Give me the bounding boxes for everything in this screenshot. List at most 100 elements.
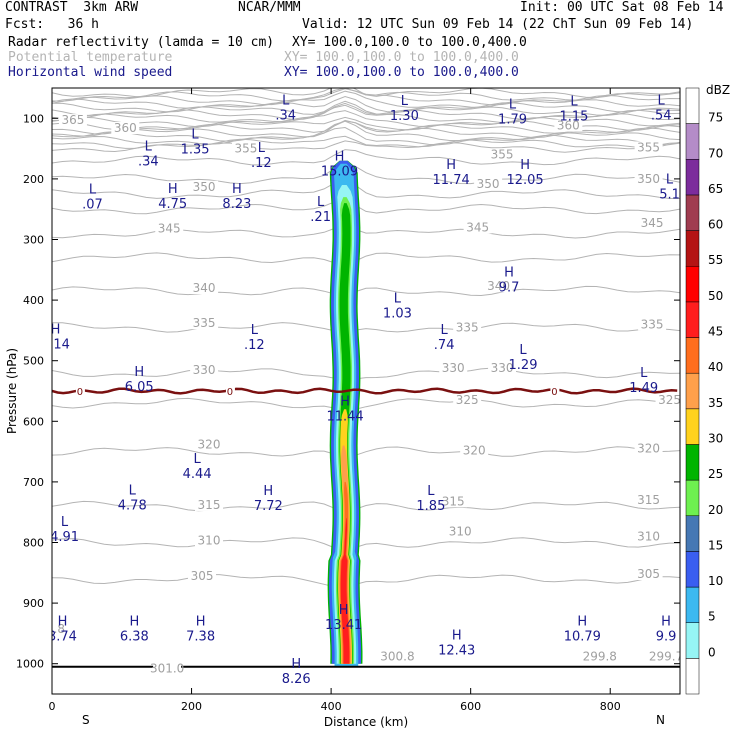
- theta-label-bg: [153, 662, 182, 675]
- colorbar-level-label: 50: [708, 289, 723, 303]
- theta-label: 310: [449, 525, 472, 539]
- wind-extremum-value: .21: [310, 210, 331, 225]
- theta-label: 335: [641, 317, 664, 331]
- theta-label-bg: [188, 569, 217, 582]
- title-left: CONTRAST 3km ARW: [5, 0, 139, 15]
- isentrope-line: [52, 225, 680, 239]
- colorbar-level-label: 30: [708, 431, 723, 445]
- wind-extremum-value: 1.85: [416, 499, 445, 514]
- colorbar-cap: [685, 87, 700, 124]
- reflectivity-band: [340, 518, 350, 664]
- theta-label-bg: [155, 222, 184, 235]
- wind-extremum-value: 1.35: [181, 142, 210, 157]
- theta-label: 345: [466, 220, 489, 234]
- theta-label: 315: [198, 498, 221, 512]
- theta-label: 340: [487, 279, 510, 293]
- theta-label-bg: [634, 494, 663, 507]
- wind-extremum-type: L: [194, 452, 202, 467]
- colorbar-swatch: [685, 444, 700, 481]
- wind-extremum-type: H: [129, 615, 139, 630]
- wind-extremum-value: 10.79: [564, 630, 601, 645]
- theta-label-bg: [474, 177, 503, 190]
- wind-extremum-type: H: [51, 322, 61, 337]
- theta-label-bg: [58, 114, 87, 127]
- wind-extremum-type: H: [196, 615, 206, 630]
- wind-extremum-type: L: [145, 139, 153, 154]
- y-axis-label: Pressure (hPa): [5, 348, 19, 434]
- theta-label: 350: [637, 172, 660, 186]
- isentrope-line: [52, 285, 680, 297]
- isentrope-line: [52, 446, 680, 458]
- theta-label-bg: [190, 363, 219, 376]
- wind-extremum-type: H: [291, 657, 301, 672]
- wind-extremum-type: H: [504, 265, 514, 280]
- x-tick-label: 0: [49, 700, 56, 713]
- isentrope-line: [52, 397, 680, 411]
- colorbar-level-label: 10: [708, 574, 723, 588]
- theta-label-bg: [634, 530, 663, 543]
- freezing-level-label: 0: [227, 387, 233, 398]
- isentrope-line: [52, 102, 680, 120]
- colorbar: 0 5 10 15 20 25 30 35 40 45 50 55 60 65 70 75: [685, 87, 723, 695]
- colorbar-level-label: 70: [708, 146, 723, 160]
- isentrope-line: [52, 199, 680, 215]
- freezing-level-label: 0: [77, 387, 83, 398]
- wind-extremum-value: 4.91: [50, 530, 79, 545]
- theta-label-bg: [634, 442, 663, 455]
- freezing-level-line: [52, 387, 678, 395]
- isentrope-line: [52, 90, 680, 109]
- theta-label: 350: [477, 177, 500, 191]
- isentrope-line: [52, 574, 680, 588]
- theta-label: 355: [235, 142, 258, 156]
- wind-extremum-type: L: [89, 182, 97, 197]
- wind-extremum-value: 15.09: [321, 165, 358, 180]
- theta-label-bg: [655, 394, 680, 407]
- field-reflectivity: Radar reflectivity (lamda = 10 cm): [8, 35, 275, 50]
- theta-label-bg: [638, 318, 667, 331]
- isentrope-line: [52, 367, 680, 381]
- wind-extremum-value: 8.26: [282, 672, 311, 687]
- plot-area: 0 0 0 365 360 360 355 355 355 350 350 350 345 345 345 3…: [50, 88, 680, 687]
- colorbar-unit: dBZ: [706, 83, 730, 97]
- wind-extremum-value: 4.78: [118, 499, 147, 514]
- colorbar-swatch: [685, 515, 700, 552]
- wind-extremum-value: 11.44: [326, 410, 363, 425]
- isentrope-line: [52, 140, 680, 153]
- wind-extremum-value: 1.79: [498, 113, 527, 128]
- theta-label-bg: [463, 221, 492, 234]
- isentrope-line: [52, 149, 680, 166]
- wind-extremum-type: L: [394, 292, 402, 307]
- theta-label-bg: [195, 498, 223, 511]
- colorbar-swatch: [685, 159, 700, 196]
- wind-extremum-type: L: [191, 127, 199, 142]
- isentrope-line: [52, 500, 680, 512]
- colorbar-level-label: 75: [708, 111, 723, 125]
- wind-extremum-value: .74: [434, 338, 455, 353]
- isentrope-line: [52, 163, 680, 185]
- plot-frame: [51, 87, 681, 695]
- wind-extremum-type: H: [263, 484, 273, 499]
- colorbar-swatch: [685, 337, 700, 374]
- theta-label-bg: [195, 438, 223, 451]
- colorbar-swatch: [685, 265, 700, 303]
- wind-extremum-value: 12.43: [438, 643, 475, 658]
- wind-extremum-type: H: [134, 365, 144, 380]
- theta-label: 325: [456, 393, 479, 407]
- field-potential-temperature: Potential temperature: [8, 50, 173, 65]
- theta-label-bg: [439, 362, 468, 375]
- colorbar-swatch: [685, 551, 700, 588]
- x-tick-label: 200: [181, 700, 202, 713]
- theta-label: 345: [641, 216, 664, 230]
- theta-label: 305: [191, 569, 214, 583]
- colorbar-level-label: 65: [708, 182, 723, 196]
- isentrope-line: [52, 95, 680, 113]
- wind-extremum-value: 7.38: [186, 630, 215, 645]
- x-tick-label: 800: [600, 700, 621, 713]
- theta-label: 310: [637, 529, 660, 543]
- colorbar-level-label: 60: [708, 218, 723, 232]
- colorbar-swatch: [685, 301, 700, 338]
- theta-label-bg: [439, 495, 468, 508]
- theta-label: 335: [456, 320, 479, 334]
- forecast-hour: Fcst: 36 h: [5, 17, 99, 32]
